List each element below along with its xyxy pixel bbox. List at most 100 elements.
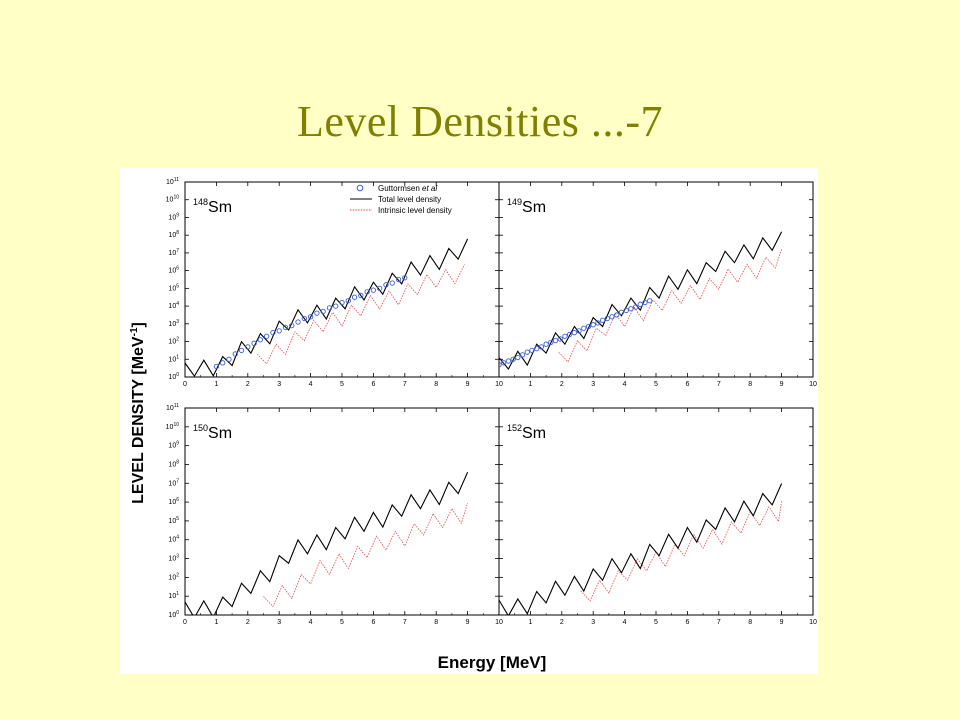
x-tick-label: 6: [371, 381, 375, 388]
panel-150-sm: 0 1 2 3 4 5 6 7 8 9 10 100 101 102 103 104 105 106 107 108 1…: [166, 403, 503, 626]
experimental-point: [226, 356, 232, 362]
x-tick-label: 4: [309, 381, 313, 388]
experimental-point: [534, 345, 540, 352]
y-tick-label: 102: [168, 572, 179, 581]
x-tick-label: 6: [685, 619, 689, 626]
intrinsic-density-series: [263, 502, 468, 608]
x-tick-label: 1: [528, 619, 532, 626]
legend-entry-label: Total level density: [378, 195, 441, 204]
y-axis-title: LEVEL DENSITY [MeV-1]: [129, 322, 147, 504]
y-tick-label: 106: [168, 266, 179, 275]
x-tick-label: 9: [466, 619, 470, 626]
experimental-point: [581, 325, 587, 331]
y-tick-label: 1010: [166, 195, 180, 204]
experimental-point: [585, 323, 592, 330]
panel-frame: [498, 407, 814, 616]
panel-label: 150Sm: [193, 423, 232, 442]
y-tick-label: 109: [168, 441, 179, 450]
y-tick-label: 1010: [166, 422, 180, 431]
y-tick-label: 104: [168, 301, 179, 310]
x-tick-label: 10: [809, 381, 817, 388]
x-tick-label: 2: [560, 381, 564, 388]
experimental-point: [339, 299, 345, 306]
x-tick-label: 7: [717, 619, 721, 626]
x-tick-label: 2: [560, 619, 564, 626]
experimental-point: [257, 337, 264, 343]
y-tick-label: 105: [168, 516, 179, 525]
experimental-point: [505, 358, 512, 364]
experimental-point: [552, 338, 559, 344]
experimental-point: [614, 312, 620, 318]
x-tick-label: 3: [591, 619, 595, 626]
x-tick-label: 10: [809, 619, 817, 626]
experimental-point: [632, 304, 639, 310]
x-tick-label: 9: [780, 381, 784, 388]
y-tick-label: 108: [168, 230, 179, 239]
panel-149-sm: 1 2 3 4 5 6 7 8 9 10 149Sm: [498, 181, 817, 388]
x-tick-label: 3: [277, 381, 281, 388]
panel-frame: [184, 407, 500, 616]
legend-entry-label: Intrinsic level density: [378, 206, 452, 215]
experimental-point: [566, 331, 573, 338]
experimental-point: [295, 319, 301, 325]
experimental-point: [529, 347, 535, 354]
experimental-point: [515, 354, 521, 361]
y-tick-label: 105: [168, 283, 179, 292]
y-tick-label: 102: [168, 337, 179, 346]
experimental-point: [364, 289, 370, 295]
experimental-point: [395, 276, 402, 283]
experimental-point: [270, 330, 276, 336]
experimental-point: [289, 322, 295, 329]
x-tick-label: 10: [495, 619, 503, 626]
x-tick-label: 8: [748, 619, 752, 626]
y-tick-label: 100: [168, 610, 179, 619]
y-tick-label: 101: [168, 591, 179, 600]
x-tick-label: 1: [528, 381, 532, 388]
panel-148-sm: 0 1 2 3 4 5 6 7 8 9 10 100 101 102 103 104 105 106 107 108 1…: [166, 177, 503, 388]
experimental-point: [389, 280, 395, 286]
x-tick-label: 5: [340, 619, 344, 626]
y-tick-label: 109: [168, 212, 179, 221]
experimental-point: [642, 299, 648, 306]
x-tick-label: 9: [780, 619, 784, 626]
experimental-point: [599, 317, 606, 323]
experimental-point: [647, 298, 653, 304]
experimental-point: [548, 339, 554, 346]
experimental-point: [499, 361, 502, 368]
experimental-point: [245, 344, 251, 350]
experimental-point: [543, 341, 549, 347]
experimental-point: [562, 333, 568, 339]
x-tick-label: 3: [591, 381, 595, 388]
experimental-point: [320, 308, 326, 315]
x-axis-title: Energy [MeV]: [438, 653, 547, 672]
experimental-point: [538, 344, 545, 350]
legend-entry-label: Guttormsen et al: [378, 184, 437, 193]
x-tick-label: 7: [403, 381, 407, 388]
intrinsic-density-series: [558, 249, 782, 363]
x-tick-label: 4: [309, 619, 313, 626]
chart-legend: Guttormsen et al Total level density Intri…: [350, 184, 452, 215]
experimental-point: [501, 360, 507, 366]
intrinsic-density-series: [256, 264, 465, 365]
x-tick-label: 5: [340, 381, 344, 388]
total-density-series: [499, 231, 783, 370]
intrinsic-density-series: [580, 501, 782, 602]
x-tick-label: 0: [183, 619, 187, 626]
experimental-point: [276, 328, 282, 334]
x-tick-label: 3: [277, 619, 281, 626]
experimental-point: [377, 285, 383, 292]
experimental-point: [213, 363, 220, 370]
experimental-point: [590, 322, 596, 328]
panel-label: 152Sm: [507, 423, 546, 442]
experimental-point: [326, 305, 333, 311]
x-tick-label: 5: [654, 619, 658, 626]
experimental-point: [232, 351, 238, 357]
experimental-point: [571, 330, 578, 336]
experimental-point: [519, 352, 526, 358]
total-density-series: [499, 483, 783, 615]
panel-152-sm: 1 2 3 4 5 6 7 8 9 10 152Sm: [498, 407, 817, 626]
experimental-point: [351, 294, 358, 300]
chart-figure: 0 1 2 3 4 5 6 7 8 9 10 100 101 102 103 104 105 106 107 108 1…: [120, 168, 818, 674]
experimental-point: [628, 306, 634, 312]
y-tick-label: 107: [168, 478, 179, 487]
